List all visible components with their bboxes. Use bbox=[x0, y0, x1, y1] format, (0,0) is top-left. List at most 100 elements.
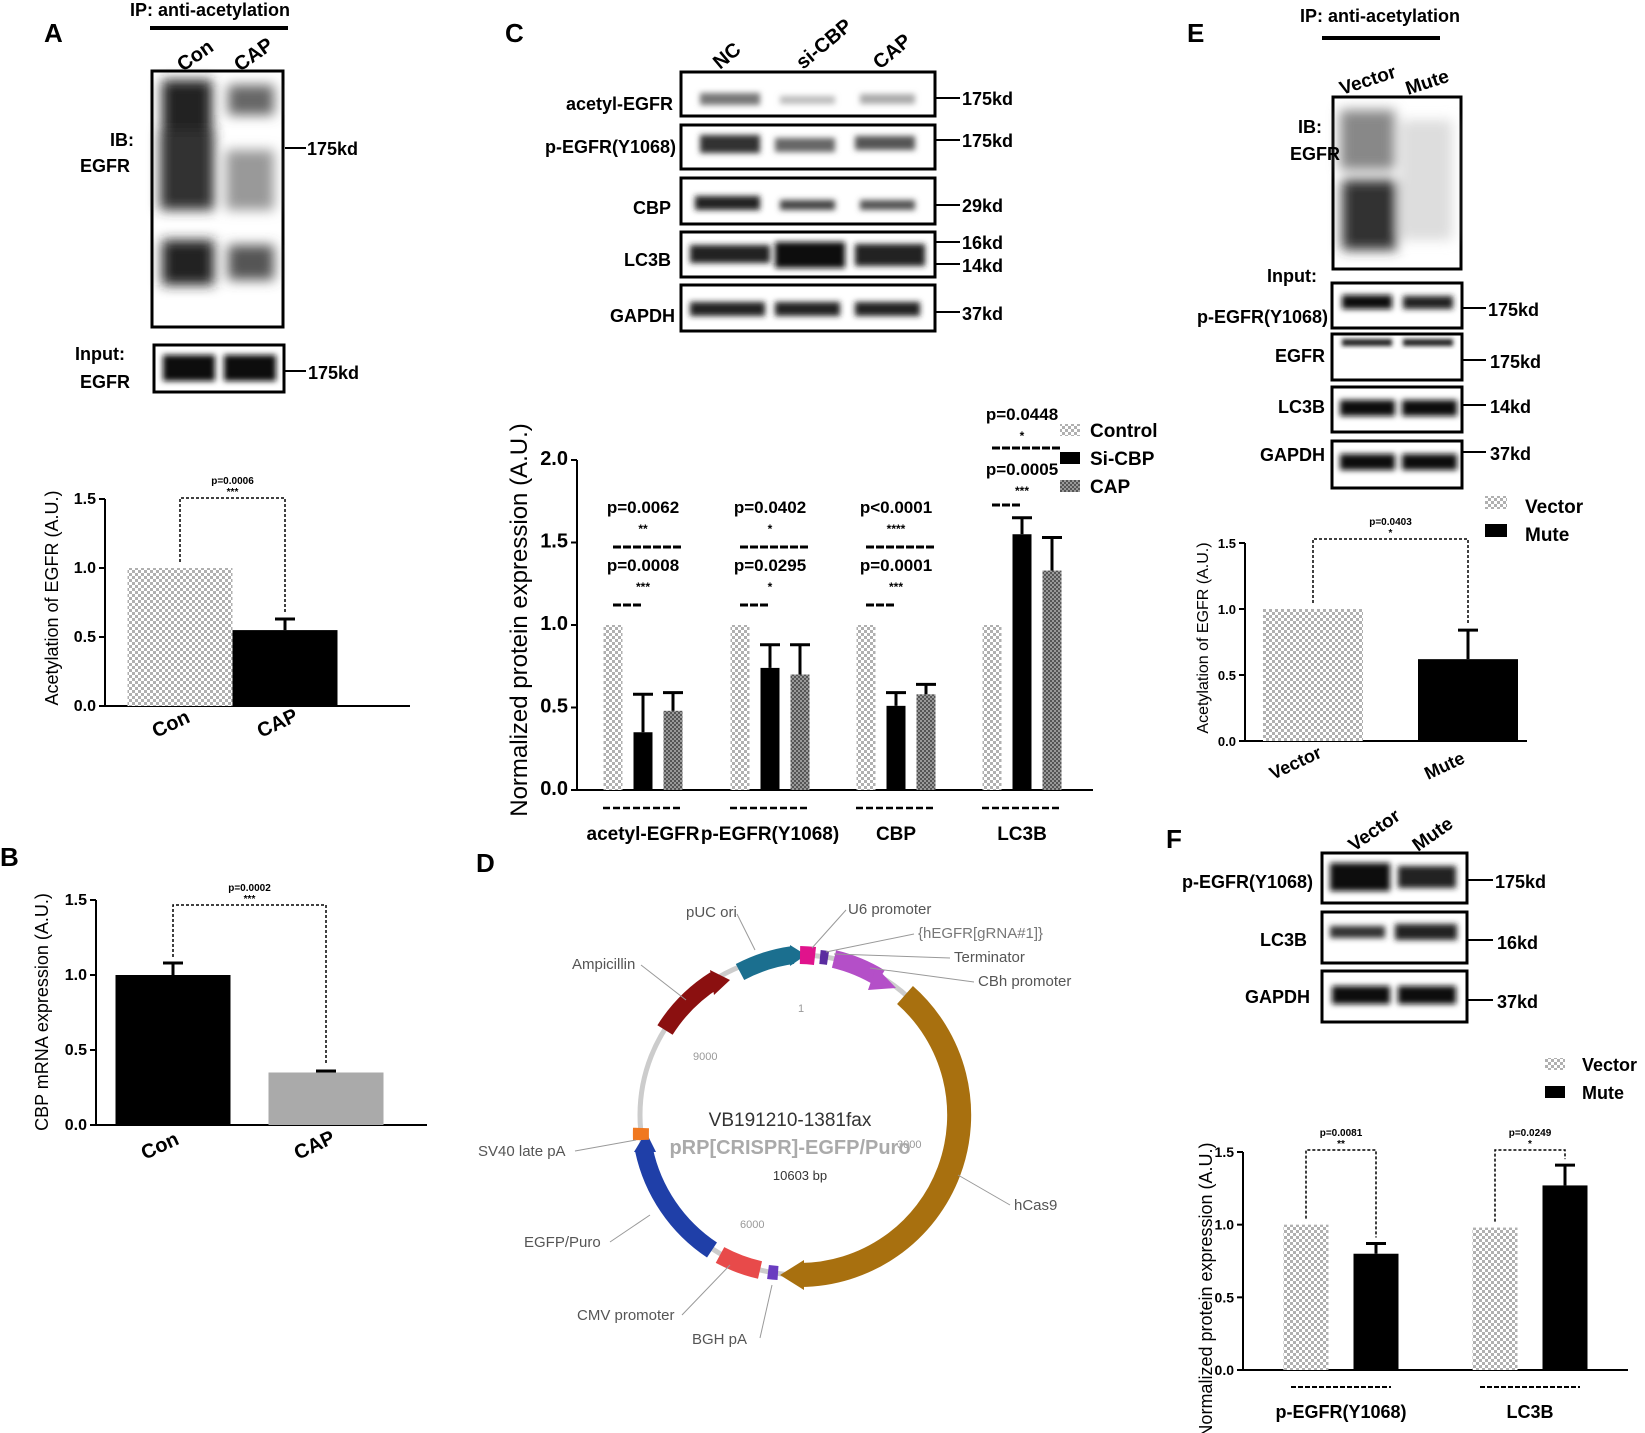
y-tick-label: 1.5 bbox=[540, 531, 568, 553]
y-tick-label: 0.5 bbox=[1215, 1289, 1235, 1305]
y-tick-label: 0.0 bbox=[65, 1117, 87, 1134]
p-value: p=0.0006 bbox=[211, 476, 254, 487]
bar bbox=[982, 625, 1002, 790]
significance-bracket bbox=[1305, 1149, 1377, 1238]
chart-b: 0.0 0.5 1.0 1.5 CBP mRNA expression (A.U.) Co… bbox=[32, 883, 427, 1165]
panel-letter-d: D bbox=[476, 848, 495, 878]
plasmid-construct: pRP[CRISPR]-EGFP/Puro bbox=[669, 1137, 910, 1159]
feature-label: {hEGFR[gRNA#1]} bbox=[918, 925, 1043, 942]
y-tick-label: 0.0 bbox=[74, 698, 96, 715]
bar bbox=[730, 625, 750, 790]
y-tick-label: 1.0 bbox=[74, 560, 96, 577]
bar bbox=[790, 674, 810, 790]
bgh-pa-arc bbox=[767, 1265, 779, 1280]
feature-label: CMV promoter bbox=[577, 1307, 675, 1324]
feature-label: EGFP/Puro bbox=[524, 1234, 601, 1251]
y-tick-label: 0.0 bbox=[1218, 734, 1236, 749]
y-tick-label: 0.5 bbox=[1218, 668, 1236, 683]
y-tick-label: 1.0 bbox=[65, 967, 87, 984]
legend-swatch bbox=[1545, 1086, 1565, 1098]
feature-label: pUC ori bbox=[686, 904, 737, 921]
significance-bracket bbox=[179, 497, 286, 614]
significance-stars: *** bbox=[244, 894, 256, 905]
bar bbox=[1042, 570, 1062, 790]
y-tick-label: 1.5 bbox=[1218, 536, 1236, 551]
egfp-puro-arc bbox=[635, 1147, 718, 1258]
y-tick-label: 0.5 bbox=[540, 696, 568, 718]
kd-marker: 175kd bbox=[308, 363, 359, 383]
ip-title: IP: anti-acetylation bbox=[1300, 6, 1460, 26]
x-tick-label: LC3B bbox=[997, 824, 1047, 845]
kd-marker: 175kd bbox=[1488, 300, 1539, 320]
bar bbox=[1283, 1224, 1329, 1370]
u6-promoter-arc bbox=[799, 946, 817, 965]
legend-label: Vector bbox=[1582, 1055, 1637, 1075]
blot-label: LC3B bbox=[1260, 930, 1307, 950]
input-label: Input: bbox=[1267, 266, 1317, 286]
ib-label: IB: bbox=[110, 130, 134, 150]
lane-label: NC bbox=[709, 38, 745, 73]
plasmid-tick: 6000 bbox=[740, 1219, 764, 1231]
feature-label: U6 promoter bbox=[848, 901, 931, 918]
kd-marker: 29kd bbox=[962, 196, 1003, 216]
lane-label: Vector bbox=[1345, 805, 1405, 856]
plasmid-tick: 3000 bbox=[897, 1139, 921, 1151]
significance-stars: *** bbox=[636, 580, 650, 594]
significance-stars: ** bbox=[1337, 1139, 1345, 1150]
y-tick-label: 1.5 bbox=[65, 892, 87, 909]
kd-marker: 175kd bbox=[1490, 352, 1541, 372]
blot-label: p-EGFR(Y1068) bbox=[545, 137, 676, 157]
bar bbox=[760, 667, 780, 790]
lane-label: si-CBP bbox=[792, 15, 856, 74]
kd-marker: 16kd bbox=[962, 233, 1003, 253]
significance-bracket bbox=[1312, 538, 1469, 625]
ib-label: IB: bbox=[1298, 117, 1322, 137]
blot-label: GAPDH bbox=[1245, 987, 1310, 1007]
bar bbox=[1472, 1227, 1518, 1370]
ib-label: EGFR bbox=[1290, 144, 1340, 164]
panel-f-blots: Vector Mute p-EGFR(Y1068) 175kd LC3B 16k… bbox=[1182, 805, 1546, 1024]
y-axis-label: Acetylation of EGFR (A.U.) bbox=[1195, 542, 1212, 733]
y-tick-label: 1.0 bbox=[1218, 602, 1236, 617]
x-tick-label: Con bbox=[149, 706, 194, 742]
chart-e: 0.0 0.5 1.0 1.5 Acetylation of EGFR (A.U.) Ve… bbox=[1195, 496, 1584, 784]
y-tick-label: 1.5 bbox=[1215, 1144, 1235, 1160]
significance-stars: * bbox=[1528, 1139, 1532, 1150]
y-tick-label: 2.0 bbox=[540, 448, 568, 470]
bar bbox=[115, 975, 231, 1125]
legend-label: Control bbox=[1090, 421, 1158, 442]
legend-label: Mute bbox=[1582, 1083, 1624, 1103]
y-tick-label: 1.0 bbox=[540, 613, 568, 635]
significance-stars: * bbox=[1389, 528, 1393, 539]
y-tick-label: 0.0 bbox=[1215, 1362, 1235, 1378]
p-value: p=0.0001 bbox=[860, 556, 932, 575]
x-tick-label: Vector bbox=[1266, 742, 1324, 783]
kd-marker: 14kd bbox=[1490, 397, 1531, 417]
ip-title: IP: anti-acetylation bbox=[130, 0, 290, 20]
p-value: p=0.0402 bbox=[734, 498, 806, 517]
bar bbox=[1263, 609, 1363, 741]
p-value: p=0.0249 bbox=[1509, 1128, 1552, 1139]
bar bbox=[886, 705, 906, 790]
kd-marker: 37kd bbox=[1497, 992, 1538, 1012]
y-axis-label: Acetylation of EGFR (A.U.) bbox=[42, 490, 62, 705]
feature-label: SV40 late pA bbox=[478, 1143, 566, 1160]
bar bbox=[268, 1072, 384, 1125]
p-value: p=0.0081 bbox=[1320, 1128, 1363, 1139]
feature-label: Ampicillin bbox=[572, 956, 635, 973]
legend-label: Si-CBP bbox=[1090, 449, 1155, 470]
significance-bracket bbox=[1494, 1149, 1566, 1222]
chart-a: 0.0 0.5 1.0 1.5 Acetylation of EGFR (A.U.) Co… bbox=[42, 476, 410, 743]
x-tick-label: Mute bbox=[1421, 748, 1468, 784]
blot-label: GAPDH bbox=[610, 306, 675, 326]
kd-marker: 37kd bbox=[1490, 444, 1531, 464]
bar bbox=[1353, 1253, 1399, 1370]
blot-label: LC3B bbox=[1278, 397, 1325, 417]
blot-label: GAPDH bbox=[1260, 445, 1325, 465]
p-value: p=0.0295 bbox=[734, 556, 806, 575]
lane-label: Mute bbox=[1403, 66, 1452, 100]
blot-label: p-EGFR(Y1068) bbox=[1197, 307, 1328, 327]
x-tick-label: LC3B bbox=[1506, 1402, 1553, 1422]
bar bbox=[1418, 659, 1518, 741]
